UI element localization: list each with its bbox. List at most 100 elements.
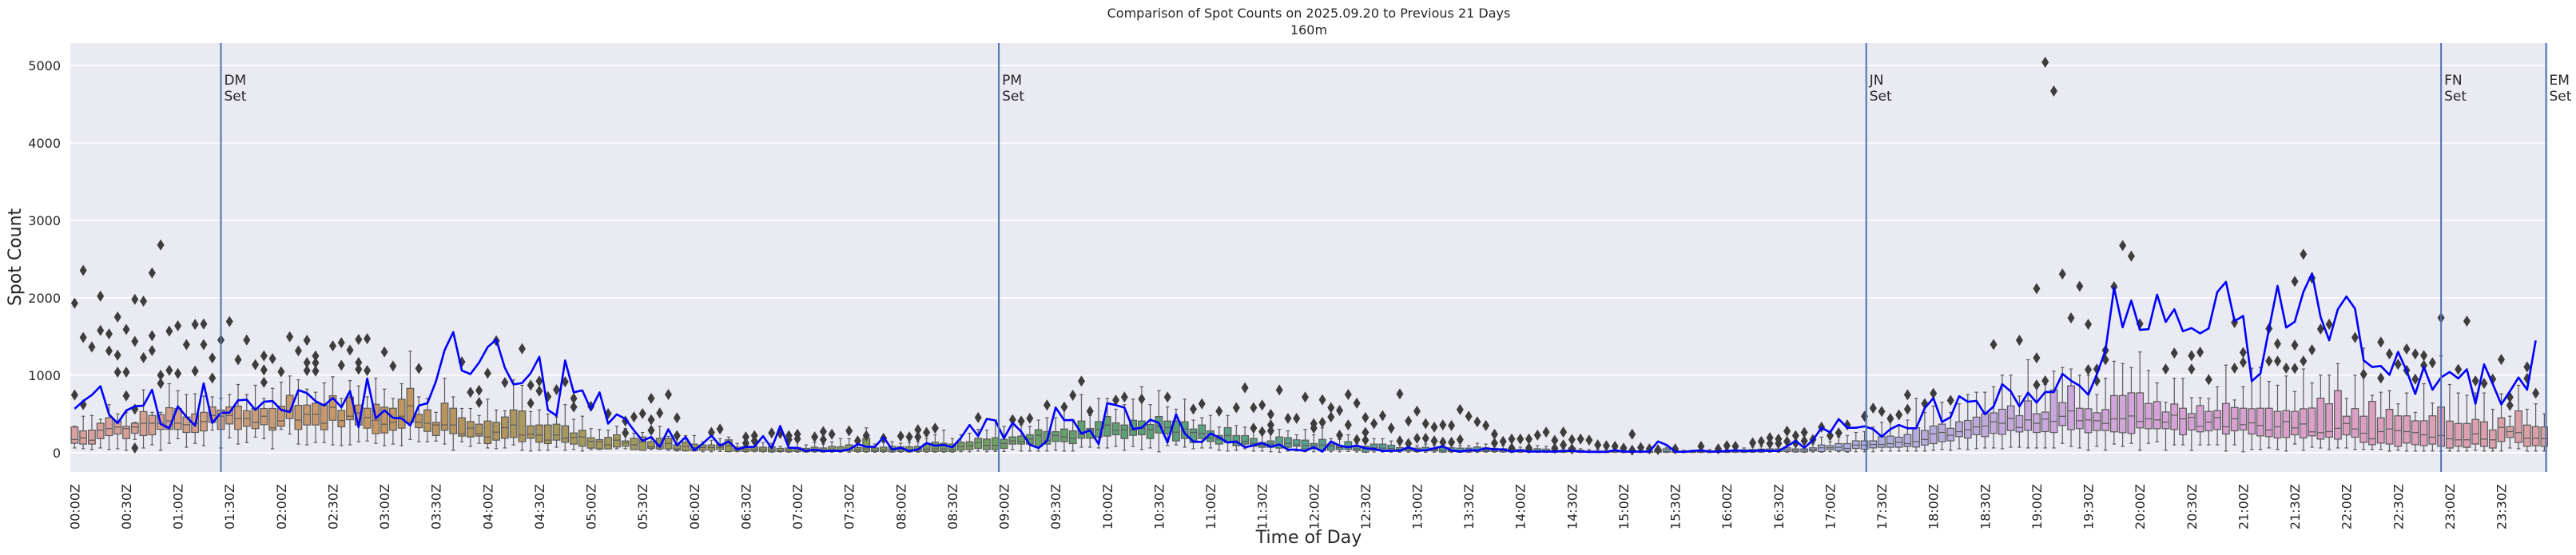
x-tick-label: 12:00Z	[1306, 484, 1322, 529]
box-iqr	[974, 438, 983, 450]
box-iqr	[2204, 410, 2213, 432]
outlier-point	[113, 311, 121, 323]
outlier-point	[286, 331, 294, 343]
outlier-point	[79, 264, 87, 276]
box-iqr	[1310, 442, 1318, 450]
outlier-point	[113, 349, 121, 361]
box-226	[2015, 395, 2024, 448]
gridlines	[70, 65, 2548, 454]
box-101	[940, 430, 948, 453]
outlier-point	[819, 426, 827, 438]
outlier-point	[2300, 248, 2308, 260]
box-53	[527, 410, 535, 452]
box-iqr	[2264, 407, 2273, 438]
outlier-point	[260, 364, 268, 376]
box-iqr	[2325, 403, 2334, 438]
box-216	[1929, 406, 1938, 451]
outlier-point	[312, 365, 320, 377]
box-245	[2179, 378, 2187, 446]
box-48	[483, 398, 492, 449]
box-iqr	[475, 423, 483, 437]
x-tick-label: 18:00Z	[1926, 484, 1942, 529]
box-iqr	[130, 422, 139, 434]
outlier-point	[1241, 382, 1249, 394]
outlier-point	[518, 343, 526, 355]
outlier-point	[2351, 331, 2359, 343]
outlier-point	[2049, 85, 2057, 97]
box-223	[1990, 386, 1998, 449]
outlier-point	[2386, 348, 2394, 360]
box-iqr	[328, 395, 337, 421]
box-iqr	[1284, 437, 1292, 448]
outlier-point	[707, 426, 715, 438]
outlier-point	[914, 424, 922, 436]
box-iqr	[2488, 429, 2497, 449]
outlier-point	[1637, 442, 1645, 454]
outlier-point	[2041, 56, 2049, 68]
box-220	[1963, 394, 1972, 450]
box-iqr	[449, 407, 458, 434]
outlier-point	[1060, 401, 1068, 413]
outlier-point	[2119, 240, 2127, 252]
box-13	[182, 394, 191, 448]
event-label: FN	[2444, 73, 2463, 89]
box-238	[2118, 363, 2127, 447]
box-iqr	[1981, 413, 1990, 438]
chart-subtitle: 160m	[1290, 22, 1327, 38]
outlier-point	[656, 407, 664, 419]
outlier-point	[1344, 388, 1352, 400]
x-tick-label: 20:00Z	[2133, 484, 2148, 529]
outlier-point	[1008, 414, 1016, 426]
box-iqr	[2282, 410, 2291, 438]
box-240	[2136, 351, 2145, 451]
outlier-point	[1353, 397, 1361, 409]
box-61	[595, 429, 604, 450]
outlier-point	[1490, 437, 1498, 449]
outlier-point	[665, 388, 673, 400]
box-iqr	[1998, 408, 2006, 435]
box-185	[1662, 446, 1671, 454]
box-iqr	[2342, 415, 2351, 436]
outlier-point	[1344, 419, 1352, 431]
outlier-point	[896, 430, 904, 442]
box-236	[2101, 378, 2110, 451]
box-7	[130, 422, 139, 440]
box-iqr	[2101, 409, 2110, 431]
outlier-point	[1069, 389, 1077, 401]
outlier-point	[2188, 350, 2196, 362]
box-286	[2531, 403, 2540, 452]
outlier-point	[2532, 387, 2540, 399]
box-241	[2145, 370, 2153, 444]
outlier-point	[105, 345, 113, 357]
outlier-point	[2403, 343, 2411, 355]
box-52	[518, 384, 527, 451]
outlier-point	[2110, 280, 2118, 292]
outlier-point	[1353, 434, 1361, 446]
outlier-point	[1482, 419, 1490, 431]
box-129	[1180, 398, 1189, 448]
outlier-point	[1611, 440, 1619, 452]
box-iqr	[2376, 417, 2385, 444]
box-44	[449, 396, 458, 451]
outlier-point	[2411, 373, 2419, 385]
outlier-point	[467, 387, 475, 398]
x-tick-label: 05:30Z	[635, 484, 650, 529]
outlier-point	[1517, 433, 1525, 445]
box-iqr	[2161, 411, 2170, 430]
box-248	[2204, 398, 2213, 446]
box-iqr	[595, 438, 604, 450]
box-iqr	[122, 426, 130, 439]
box-iqr	[2179, 407, 2187, 436]
box-iqr	[1972, 416, 1981, 435]
box-iqr	[1060, 428, 1068, 442]
box-iqr	[2471, 418, 2480, 445]
box-iqr	[483, 420, 492, 445]
box-274	[2428, 402, 2437, 452]
box-263	[2333, 363, 2342, 449]
outlier-point	[2428, 357, 2436, 369]
outlier-point	[741, 437, 749, 449]
x-tick-label: 14:00Z	[1513, 484, 1529, 529]
outlier-point	[647, 424, 655, 436]
outlier-point	[157, 369, 165, 381]
